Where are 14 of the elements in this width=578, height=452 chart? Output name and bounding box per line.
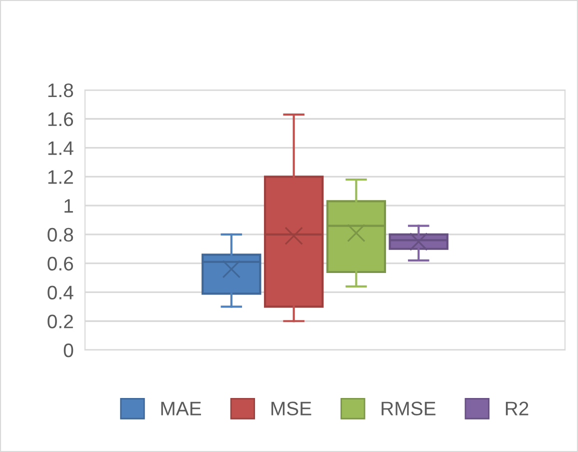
y-tick-label: 1.6 <box>48 112 74 126</box>
y-tick-label: 1 <box>64 199 73 213</box>
legend-label: MSE <box>271 402 312 416</box>
y-tick-label: 1.2 <box>48 170 73 184</box>
y-tick-label: 0.6 <box>48 256 74 271</box>
legend-label: RMSE <box>382 402 436 416</box>
y-tick-label: 0.2 <box>48 314 73 328</box>
y-tick-label: 0.4 <box>48 286 74 300</box>
legend-label: MAE <box>161 402 202 416</box>
y-tick-label: 0 <box>64 343 74 358</box>
legend-label: R2 <box>506 402 528 416</box>
y-tick-label: 1.4 <box>48 141 74 155</box>
y-tick-label: 1.8 <box>48 83 74 98</box>
y-tick-label: 0.8 <box>48 228 74 242</box>
